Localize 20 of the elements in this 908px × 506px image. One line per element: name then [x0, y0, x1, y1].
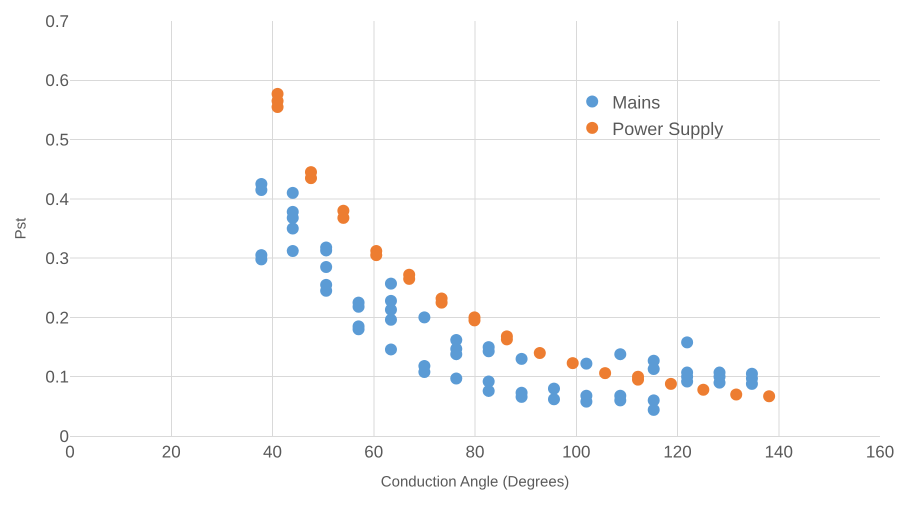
y-tick-label: 0.7: [45, 12, 69, 31]
x-tick-label: 120: [663, 442, 692, 462]
y-tick-label: 0.5: [45, 130, 69, 150]
x-tick-label: 80: [466, 442, 484, 462]
x-tick-label: 100: [562, 442, 590, 462]
x-tick-label: 20: [162, 442, 181, 462]
x-tick-label: 140: [764, 442, 793, 462]
y-tick-label: 0.1: [45, 368, 69, 387]
x-axis-title: Conduction Angle (Degrees): [380, 473, 570, 490]
legend-label: Mains: [612, 92, 660, 112]
x-tick-label: 60: [364, 442, 384, 462]
x-tick-label: 40: [263, 442, 282, 462]
legend-label: Power Supply: [612, 118, 724, 139]
y-axis-title: Pst: [12, 216, 30, 240]
y-tick-label: 0.4: [45, 190, 69, 209]
y-tick-label: 0.6: [45, 71, 69, 90]
y-tick-label: 0.2: [45, 308, 69, 328]
y-tick-label: 0: [60, 426, 69, 446]
x-tick-label: 160: [866, 442, 894, 462]
y-tick-label: 0.3: [45, 249, 69, 268]
